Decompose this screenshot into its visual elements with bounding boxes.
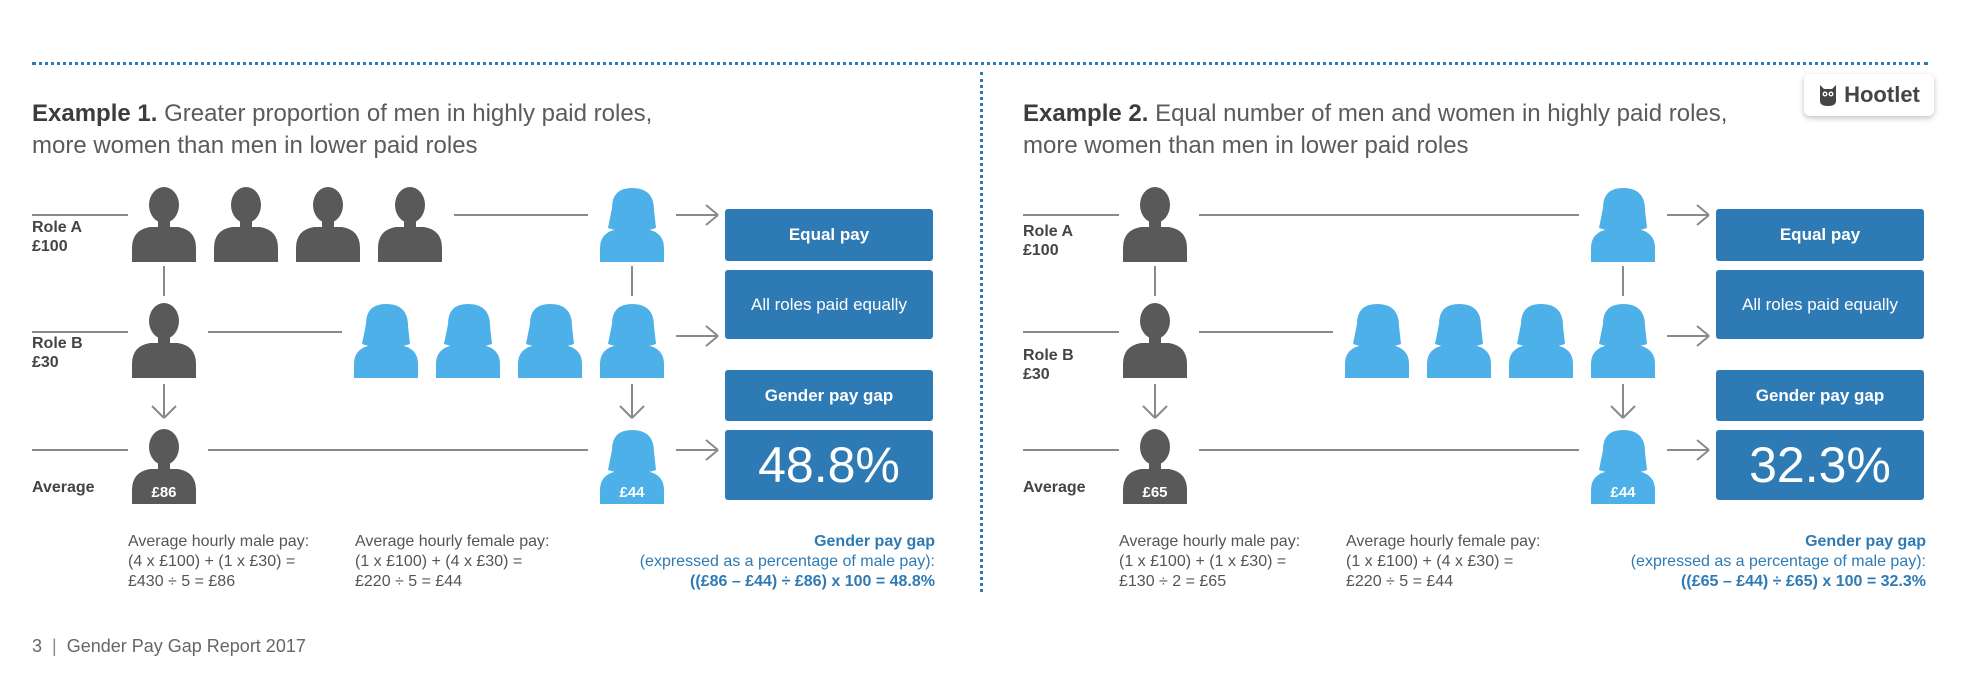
gap-calc-subheading: (expressed as a percentage of male pay): [639, 553, 935, 570]
role-b-pay: £30 [1023, 366, 1050, 383]
example-2-panel: Example 2. Equal number of men and women… [991, 0, 1971, 682]
male-person-icon [128, 186, 200, 262]
average-pay-value: £44 [619, 484, 645, 501]
male-person-icon [374, 186, 446, 262]
role-b-label: Role B £30 [32, 334, 83, 372]
average-label: Average [32, 479, 95, 496]
all-roles-paid-equally-box: All roles paid equally [725, 270, 933, 339]
role-b-label: Role B £30 [1023, 346, 1074, 384]
female-person-icon [1587, 302, 1659, 378]
owl-logo-icon [1820, 85, 1837, 106]
gap-calc-formula: ((£65 – £44) ÷ £65) x 100 = 32.3% [1681, 573, 1926, 590]
average-male-icon: £86 [128, 428, 200, 504]
gender-pay-gap-box: Gender pay gap [1716, 370, 1924, 421]
average-pay-value: £86 [151, 484, 177, 501]
male-calc-line-2: (4 x £100) + (1 x £30) = [128, 553, 296, 570]
female-person-icon [1341, 302, 1413, 378]
report-title: Gender Pay Gap Report 2017 [66, 636, 306, 656]
female-calc-line-3: £220 ÷ 5 = £44 [1346, 573, 1454, 590]
average-male-icon: £65 [1119, 428, 1191, 504]
gap-calculation: Gender pay gap (expressed as a percentag… [580, 532, 935, 592]
page-footer: 3 | Gender Pay Gap Report 2017 [32, 636, 306, 657]
female-person-icon [1587, 186, 1659, 262]
hootlet-badge[interactable]: Hootlet [1804, 74, 1934, 116]
male-calc-line-2: (1 x £100) + (1 x £30) = [1119, 553, 1287, 570]
female-calc-line-3: £220 ÷ 5 = £44 [355, 573, 463, 590]
gender-pay-gap-value: 32.3% [1716, 430, 1924, 500]
average-female-icon: £44 [596, 428, 668, 504]
role-a-pay: £100 [1023, 242, 1059, 259]
gender-pay-gap-box: Gender pay gap [725, 370, 933, 421]
role-a-name: Role A [1023, 223, 1074, 240]
gap-calc-formula: ((£86 – £44) ÷ £86) x 100 = 48.8% [690, 573, 935, 590]
gap-calc-heading: Gender pay gap [814, 533, 935, 550]
average-label: Average [1023, 479, 1086, 496]
male-person-icon [1119, 302, 1191, 378]
example-title-line2: more women than men in lower paid roles [32, 132, 478, 159]
example-title: Example 2. Equal number of men and women… [1023, 98, 1783, 162]
hootlet-brand-name: Hootlet [1844, 82, 1920, 107]
female-person-icon [432, 302, 504, 378]
role-a-label: Role A £100 [1023, 222, 1073, 260]
male-person-icon [1119, 186, 1191, 262]
top-dotted-rule [32, 62, 1928, 65]
male-person-icon [128, 302, 200, 378]
female-person-icon [596, 302, 668, 378]
male-person-icon [210, 186, 282, 262]
male-calc-line-1: Average hourly male pay: [128, 533, 310, 550]
example-title-line1: Equal number of men and women in highly … [1155, 100, 1728, 127]
role-b-pay: £30 [32, 354, 59, 371]
gap-calc-subheading: (expressed as a percentage of male pay): [1630, 553, 1926, 570]
male-calc-line-3: £130 ÷ 2 = £65 [1119, 573, 1227, 590]
example-title: Example 1. Greater proportion of men in … [32, 98, 792, 162]
footer-separator: | [52, 636, 57, 656]
role-a-label: Role A £100 [32, 218, 82, 256]
gender-pay-gap-value: 48.8% [725, 430, 933, 500]
male-pay-calculation: Average hourly male pay: (1 x £100) + (1… [1119, 532, 1344, 592]
male-pay-calculation: Average hourly male pay: (4 x £100) + (1… [128, 532, 353, 592]
female-person-icon [1505, 302, 1577, 378]
female-calc-line-1: Average hourly female pay: [1346, 533, 1541, 550]
example-title-line2: more women than men in lower paid roles [1023, 132, 1469, 159]
female-person-icon [596, 186, 668, 262]
role-b-name: Role B [32, 335, 83, 352]
male-person-icon [292, 186, 364, 262]
role-a-pay: £100 [32, 238, 68, 255]
female-pay-calculation: Average hourly female pay: (1 x £100) + … [355, 532, 580, 592]
gap-calc-heading: Gender pay gap [1805, 533, 1926, 550]
female-person-icon [1423, 302, 1495, 378]
average-pay-value: £65 [1142, 484, 1168, 501]
equal-pay-box: Equal pay [725, 209, 933, 261]
female-pay-calculation: Average hourly female pay: (1 x £100) + … [1346, 532, 1571, 592]
average-female-icon: £44 [1587, 428, 1659, 504]
female-person-icon [350, 302, 422, 378]
equal-pay-box: Equal pay [1716, 209, 1924, 261]
center-dotted-divider [980, 72, 983, 592]
example-title-line1: Greater proportion of men in highly paid… [164, 100, 653, 127]
example-1-panel: Example 1. Greater proportion of men in … [0, 0, 980, 682]
example-title-lead: Example 2. [1023, 100, 1149, 127]
male-calc-line-3: £430 ÷ 5 = £86 [128, 573, 236, 590]
example-title-lead: Example 1. [32, 100, 158, 127]
connector-lines [1023, 204, 1710, 461]
female-calc-line-2: (1 x £100) + (4 x £30) = [355, 553, 523, 570]
connector-lines [32, 204, 719, 461]
gap-calculation: Gender pay gap (expressed as a percentag… [1571, 532, 1926, 592]
role-b-name: Role B [1023, 347, 1074, 364]
average-pay-value: £44 [1610, 484, 1636, 501]
page-number: 3 [32, 636, 43, 656]
role-a-name: Role A [32, 219, 83, 236]
female-calc-line-2: (1 x £100) + (4 x £30) = [1346, 553, 1514, 570]
all-roles-paid-equally-box: All roles paid equally [1716, 270, 1924, 339]
female-person-icon [514, 302, 586, 378]
female-calc-line-1: Average hourly female pay: [355, 533, 550, 550]
male-calc-line-1: Average hourly male pay: [1119, 533, 1301, 550]
